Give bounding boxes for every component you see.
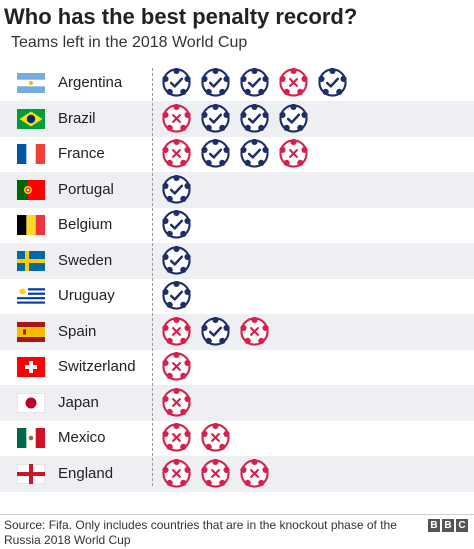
scored-penalty-mark [162,174,191,205]
penalty-results [162,210,191,240]
uruguay-flag-icon [17,286,45,306]
penalty-results [162,139,308,169]
table-row: Mexico [0,420,474,456]
brazil-flag-icon [17,108,45,129]
missed-penalty-mark [279,68,308,98]
table-row: Portugal [0,171,474,208]
table-row: Switzerland [0,349,474,385]
spain-flag-icon [17,321,45,342]
table-row: England [0,455,474,492]
scored-penalty-mark [162,281,191,311]
scored-penalty-mark [201,139,230,169]
mexico-flag-icon [17,428,45,448]
scored-penalty-mark [240,103,269,134]
missed-penalty-mark [162,103,191,134]
team-name: Argentina [58,74,123,91]
missed-penalty-mark [201,423,230,453]
penalty-results [162,423,230,453]
table-row: France [0,136,474,172]
missed-penalty-mark [162,316,191,347]
penalty-results [162,103,308,134]
missed-penalty-mark [162,352,191,382]
penalty-results [162,352,191,382]
missed-penalty-mark [162,387,191,418]
table-row: Uruguay [0,278,474,314]
penalty-results [162,458,269,489]
sweden-flag-icon [17,250,45,271]
missed-penalty-mark [240,316,269,347]
scored-penalty-mark [201,103,230,134]
bbc-logo-letter: B [428,519,440,532]
team-name: Spain [58,322,97,340]
missed-penalty-mark [240,458,269,489]
table-row: Spain [0,313,474,350]
scored-penalty-mark [162,68,191,98]
team-name: Japan [58,393,99,411]
table-row: Brazil [0,100,474,137]
chart-subtitle: Teams left in the 2018 World Cup [11,34,248,51]
missed-penalty-mark [201,458,230,489]
penalty-results [162,174,191,205]
missed-penalty-mark [162,423,191,453]
table-row: Japan [0,384,474,421]
switzerland-flag-icon [17,357,45,377]
france-flag-icon [17,144,45,164]
argentina-flag-icon [17,73,45,93]
team-name: Belgium [58,216,113,233]
team-name: Sweden [58,251,113,269]
scored-penalty-mark [201,68,230,98]
team-name: France [58,145,105,162]
table-row: Belgium [0,207,474,243]
penalty-results [162,68,347,98]
team-name: England [58,464,114,482]
team-name: Portugal [58,180,114,198]
source-note: Source: Fifa. Only includes countries th… [4,518,397,547]
team-name: Uruguay [58,287,115,304]
table-row: Argentina [0,65,474,101]
chart-title: Who has the best penalty record? [4,4,358,29]
team-name: Switzerland [58,358,136,375]
scored-penalty-mark [240,68,269,98]
table-row: Sweden [0,242,474,279]
missed-penalty-mark [279,139,308,169]
belgium-flag-icon [17,215,45,235]
penalty-results [162,281,191,311]
scored-penalty-mark [240,139,269,169]
penalty-results [162,316,269,347]
missed-penalty-mark [162,139,191,169]
missed-penalty-mark [162,458,191,489]
penalty-results [162,245,191,276]
scored-penalty-mark [201,316,230,347]
scored-penalty-mark [279,103,308,134]
column-divider [152,68,153,486]
penalty-results [162,387,191,418]
scored-penalty-mark [162,245,191,276]
team-name: Mexico [58,429,106,446]
japan-flag-icon [17,392,45,413]
footer-rule [0,514,474,515]
bbc-logo-letter: B [442,519,454,532]
scored-penalty-mark [162,210,191,240]
england-flag-icon [17,463,45,484]
team-name: Brazil [58,109,96,127]
portugal-flag-icon [17,179,45,200]
bbc-logo-letter: C [456,519,468,532]
bbc-logo: B B C [428,519,468,532]
scored-penalty-mark [318,68,347,98]
